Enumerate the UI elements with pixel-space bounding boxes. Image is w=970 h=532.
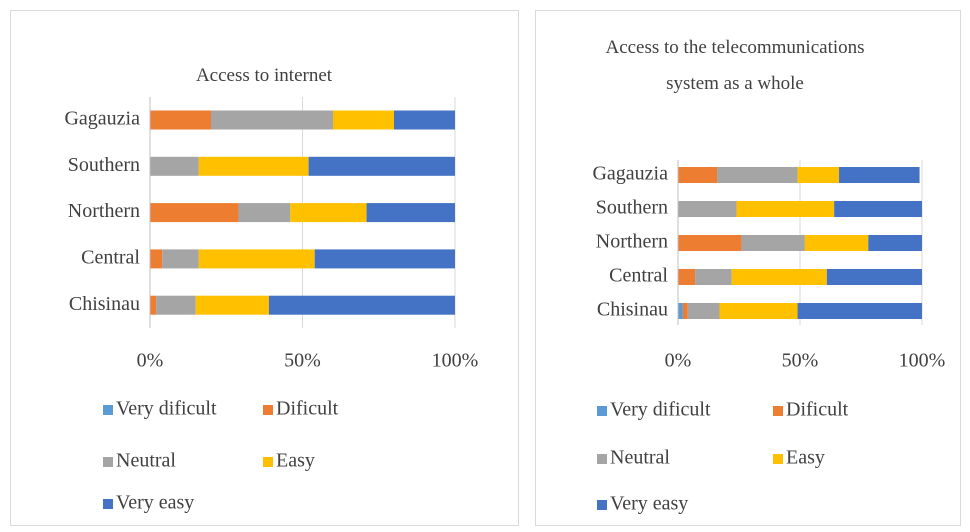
bar-segment [719, 303, 798, 319]
bar-segment [839, 167, 920, 183]
bar-segment [268, 295, 455, 315]
y-tick-label: Southern [596, 197, 668, 219]
chart-title: Access to the telecommunications system … [605, 37, 865, 94]
legend-label: Dificult [276, 398, 339, 420]
bar-segment [804, 235, 869, 251]
bar-segment [198, 249, 315, 269]
legend-label: Easy [276, 450, 315, 472]
bar-segment [678, 269, 696, 285]
x-tick-label: 0% [137, 350, 164, 372]
legend-swatch [597, 406, 607, 416]
y-tick-label: Northern [596, 231, 668, 253]
legend-swatch [773, 454, 783, 464]
bar-segment [238, 203, 291, 223]
y-tick-label: Chisinau [597, 299, 668, 321]
y-tick-label: Chisinau [69, 293, 140, 315]
bar-segment [717, 167, 798, 183]
bar-segment [333, 110, 394, 130]
bar-segment [150, 249, 163, 269]
bar-segment [797, 303, 922, 319]
legend-swatch [103, 405, 113, 415]
y-tick-label: Northern [68, 200, 140, 222]
bar-segment [678, 303, 683, 319]
bar-segment [150, 156, 199, 176]
y-tick-label: Gagauzia [64, 108, 140, 130]
legend-label: Very dificult [610, 399, 711, 421]
legend-label: Very easy [610, 493, 688, 515]
chart-title: Access to internet [195, 65, 333, 86]
bar-segment [308, 156, 455, 176]
bar-segment [797, 167, 840, 183]
legend-swatch [103, 499, 113, 509]
bar-segment [150, 110, 211, 130]
bar-segment [695, 269, 732, 285]
x-tick-label: 100% [899, 350, 946, 372]
bar-segment [211, 110, 333, 130]
x-tick-label: 50% [782, 350, 819, 372]
y-tick-label: Central [81, 246, 140, 268]
bar-segment [314, 249, 455, 269]
bar-segment [156, 295, 196, 315]
legend-label: Very easy [116, 492, 194, 514]
bar-segment [195, 295, 269, 315]
legend-swatch [263, 405, 273, 415]
legend-swatch [103, 457, 113, 467]
legend-swatch [597, 454, 607, 464]
legend-swatch [773, 406, 783, 416]
bar-segment [868, 235, 922, 251]
bar-segment [198, 156, 309, 176]
legend-swatch [597, 500, 607, 510]
bar-segment [394, 110, 455, 130]
legend-label: Neutral [610, 447, 670, 469]
bar-segment [682, 303, 688, 319]
bar-segment [741, 235, 805, 251]
y-tick-label: Central [609, 265, 668, 287]
bar-segment [826, 269, 922, 285]
bar-segment [678, 167, 718, 183]
legend-label: Very dificult [116, 398, 217, 420]
legend-label: Dificult [786, 399, 849, 421]
legend-label: Neutral [116, 450, 176, 472]
bar-segment [731, 269, 827, 285]
bar-segment [366, 203, 455, 223]
bar-segment [687, 303, 720, 319]
bar-segment [678, 235, 742, 251]
panel-frame [10, 10, 519, 526]
bar-segment [678, 201, 737, 217]
bar-segment [736, 201, 835, 217]
bar-segment [150, 203, 239, 223]
x-tick-label: 0% [665, 350, 692, 372]
bar-segment [834, 201, 922, 217]
legend-label: Easy [786, 447, 825, 469]
bar-segment [162, 249, 199, 269]
y-tick-label: Southern [68, 154, 140, 176]
x-tick-label: 50% [284, 350, 321, 372]
y-tick-label: Gagauzia [592, 163, 668, 185]
panel-frame [535, 10, 961, 526]
bar-segment [150, 295, 157, 315]
x-tick-label: 100% [432, 350, 479, 372]
bar-segment [290, 203, 367, 223]
legend-swatch [263, 457, 273, 467]
